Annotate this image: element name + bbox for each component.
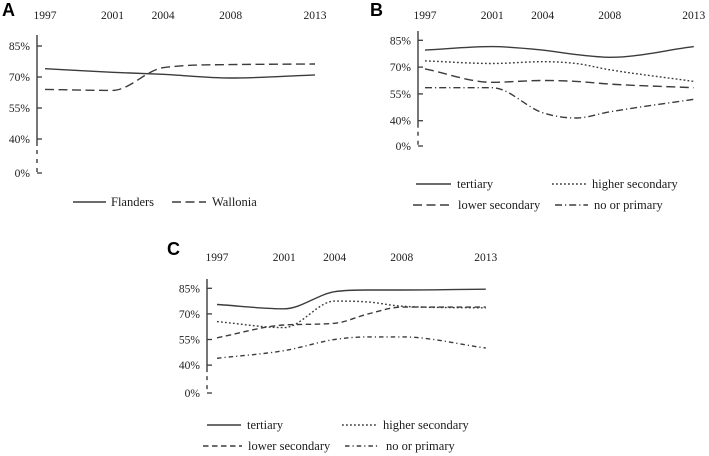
series-line-tertiary [424, 45, 694, 59]
legend-label-tertiary: tertiary [457, 177, 494, 191]
y-tick-label-a: 40% [9, 134, 31, 146]
series-line-lower-secondary [216, 306, 486, 339]
x-tick-label-a: 2001 [101, 10, 124, 22]
y-tick-label-a: 70% [9, 72, 31, 84]
series-line-higher-secondary [424, 60, 694, 83]
chart-b: 85% 70% 55% 40% 0% 1997 2001 2004 2008 2013 tertia… [390, 10, 706, 212]
y-tick-label-b: 70% [390, 62, 412, 74]
x-tick-label-a: 2013 [304, 10, 327, 22]
series-line-tertiary [216, 288, 486, 310]
series-line-no-or-primary [216, 336, 486, 359]
x-tick-label-b: 2004 [531, 10, 554, 22]
y-tick-label-b: 85% [390, 35, 412, 47]
panel-label-b: B [370, 0, 383, 20]
x-tick-label-c: 2008 [390, 252, 413, 264]
y-tick-label-a: 55% [9, 103, 31, 115]
y-tick-label-b: 55% [390, 89, 412, 101]
y-tick-label-a: 0% [15, 168, 31, 180]
legend-label-flanders: Flanders [111, 195, 154, 209]
y-tick-label-c: 40% [179, 360, 201, 372]
series-line-higher-secondary [216, 300, 486, 329]
series-line-flanders [44, 68, 316, 79]
x-tick-label-b: 2008 [598, 10, 621, 22]
panel-label-a: A [2, 0, 15, 20]
legend-label-lower-secondary: lower secondary [248, 439, 331, 453]
chart-a: 85% 70% 55% 40% 0% 1997 2001 2004 2008 2013 Flande… [9, 10, 327, 209]
legend-label-no-or-primary: no or primary [386, 439, 455, 453]
y-tick-label-c: 55% [179, 335, 201, 347]
y-tick-label-b: 0% [396, 141, 412, 153]
series-line-lower-secondary [424, 68, 694, 89]
legend-label-lower-secondary: lower secondary [458, 198, 541, 212]
x-tick-label-b: 2001 [481, 10, 504, 22]
y-tick-label-c: 85% [179, 283, 201, 295]
y-tick-label-a: 85% [9, 41, 31, 53]
legend-label-no-or-primary: no or primary [594, 198, 663, 212]
x-tick-label-a: 1997 [34, 10, 57, 22]
x-tick-label-c: 2013 [474, 252, 497, 264]
x-tick-label-a: 2004 [152, 10, 175, 22]
legend-label-wallonia: Wallonia [212, 195, 257, 209]
x-tick-label-b: 1997 [414, 10, 437, 22]
x-tick-label-b: 2013 [682, 10, 705, 22]
legend-label-higher-secondary: higher secondary [592, 177, 678, 191]
series-line-no-or-primary [424, 87, 694, 119]
legend-label-higher-secondary: higher secondary [383, 418, 469, 432]
x-tick-label-c: 2004 [323, 252, 346, 264]
chart-c: 85% 70% 55% 40% 0% 1997 2001 2004 2008 2013 tertia… [179, 252, 498, 453]
x-tick-label-c: 1997 [206, 252, 229, 264]
panel-label-c: C [167, 239, 180, 259]
legend-label-tertiary: tertiary [247, 418, 284, 432]
y-tick-label-b: 40% [390, 116, 412, 128]
y-tick-label-c: 0% [185, 388, 201, 400]
series-line-wallonia [44, 63, 316, 92]
y-tick-label-c: 70% [179, 309, 201, 321]
x-tick-label-a: 2008 [219, 10, 242, 22]
x-tick-label-c: 2001 [273, 252, 296, 264]
